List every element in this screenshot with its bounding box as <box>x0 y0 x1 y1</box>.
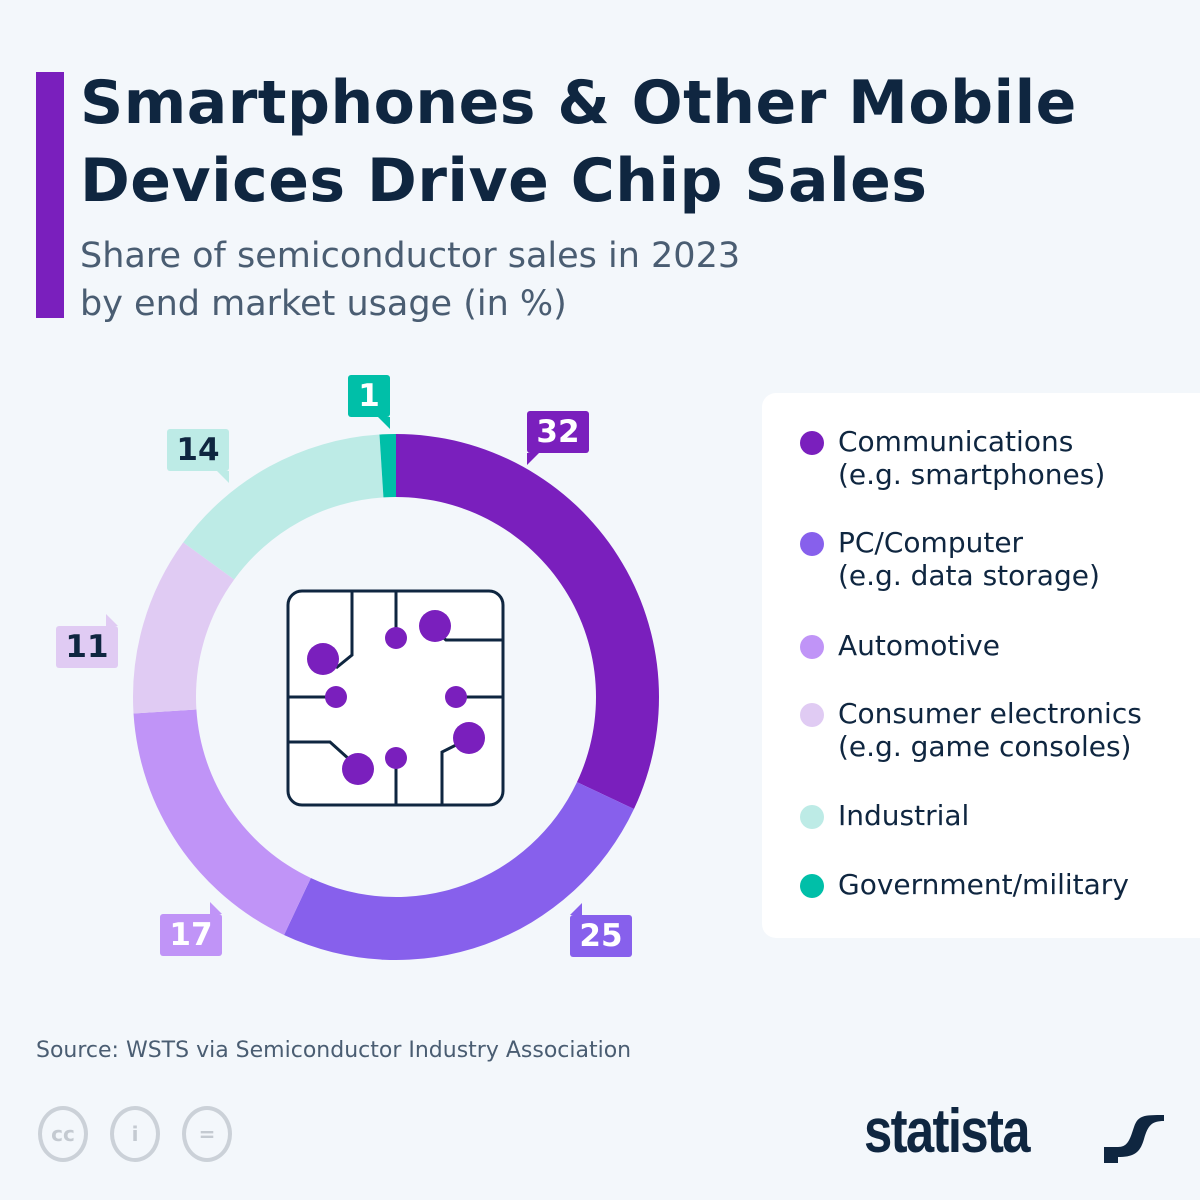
legend-item-5: Government/military <box>838 868 1129 901</box>
data-label-1: 25 <box>570 903 632 957</box>
attribution-icon[interactable]: i <box>110 1106 160 1162</box>
legend-swatch-4 <box>800 805 824 829</box>
donut-slice-4 <box>183 434 384 580</box>
no-derivatives-icon[interactable]: = <box>182 1106 232 1162</box>
data-label-5: 1 <box>348 375 390 429</box>
source-note: Source: WSTS via Semiconductor Industry … <box>36 1038 632 1063</box>
data-label-2: 17 <box>160 902 222 956</box>
legend-item-0: Communications (e.g. smartphones) <box>838 425 1106 491</box>
donut-slice-5 <box>379 434 396 498</box>
subtitle-line-1: Share of semiconductor sales in 2023 <box>80 236 741 276</box>
subtitle-line-2: by end market usage (in %) <box>80 284 567 324</box>
legend-item-4: Industrial <box>838 799 970 832</box>
subtitle: Share of semiconductor sales in 2023 by e… <box>80 232 740 328</box>
statista-logo-mark <box>1104 1105 1164 1163</box>
donut-slice-3 <box>133 542 235 714</box>
data-label-4: 14 <box>167 429 229 483</box>
legend-swatch-5 <box>800 874 824 898</box>
page-title: Smartphones & Other Mobile Devices Drive … <box>80 64 1077 220</box>
title-line-1: Smartphones & Other Mobile <box>80 68 1077 138</box>
legend: Communications (e.g. smartphones) PC/Compu… <box>762 393 1200 938</box>
legend-item-2: Automotive <box>838 629 1000 662</box>
microchip-icon <box>286 589 505 807</box>
statista-logo[interactable]: statista <box>864 1097 1031 1166</box>
legend-item-3: Consumer electronics (e.g. game consoles) <box>838 697 1142 763</box>
legend-swatch-2 <box>800 635 824 659</box>
accent-bar <box>36 72 64 318</box>
legend-swatch-3 <box>800 703 824 727</box>
legend-item-1: PC/Computer (e.g. data storage) <box>838 526 1100 592</box>
donut-slice-0 <box>396 434 659 809</box>
cc-icon[interactable]: cc <box>38 1106 88 1162</box>
data-label-3: 11 <box>56 614 118 668</box>
title-line-2: Devices Drive Chip Sales <box>80 146 928 216</box>
donut-slice-1 <box>284 782 634 961</box>
legend-swatch-0 <box>800 431 824 455</box>
donut-slice-2 <box>133 709 311 935</box>
data-label-0: 32 <box>527 411 589 465</box>
legend-swatch-1 <box>800 532 824 556</box>
